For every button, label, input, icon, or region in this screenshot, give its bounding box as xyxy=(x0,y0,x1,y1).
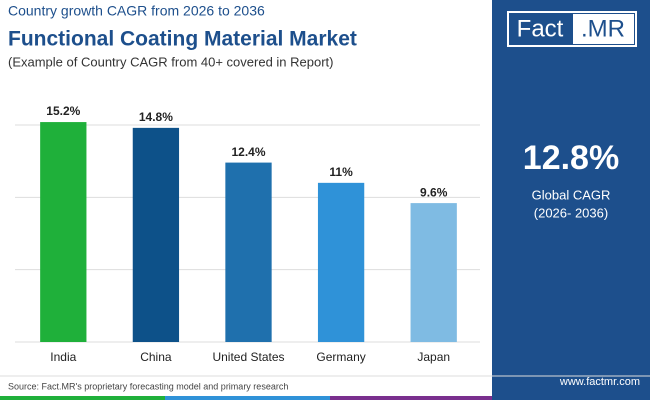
value-label: 14.8% xyxy=(139,110,173,124)
source: Source: Fact.MR's proprietary forecastin… xyxy=(8,381,288,391)
global-value: 12.8% xyxy=(523,139,619,177)
logo-frame xyxy=(507,11,637,47)
side-panel xyxy=(492,0,650,396)
value-label: 12.4% xyxy=(231,145,265,159)
logo-box xyxy=(573,14,634,44)
global-period: (2026- 2036) xyxy=(534,205,608,220)
strip xyxy=(165,396,330,400)
x-tick-label: United States xyxy=(212,350,284,364)
bar xyxy=(317,182,365,342)
bar xyxy=(132,127,180,342)
subtitle: (Example of Country CAGR from 40+ covere… xyxy=(8,54,334,69)
supertitle: Country growth CAGR from 2026 to 2036 xyxy=(8,3,265,19)
bar xyxy=(410,203,457,342)
logo-text: Fact xyxy=(517,15,564,42)
x-tick-label: Germany xyxy=(316,350,365,364)
strip xyxy=(330,396,492,400)
bar xyxy=(225,162,272,342)
x-tick-label: India xyxy=(50,350,76,364)
value-label: 9.6% xyxy=(420,185,448,199)
x-tick-label: China xyxy=(140,350,172,364)
chart-title: Functional Coating Material Market xyxy=(8,28,357,51)
strip xyxy=(0,396,165,400)
logo-text: .MR xyxy=(581,15,625,42)
global-label: Global CAGR xyxy=(532,187,611,202)
value-label: 15.2% xyxy=(46,104,80,118)
website: www.factmr.com xyxy=(559,376,640,388)
value-label: 11% xyxy=(329,165,353,179)
x-tick-label: Japan xyxy=(417,350,450,364)
bar xyxy=(40,122,87,342)
strip xyxy=(492,396,650,400)
